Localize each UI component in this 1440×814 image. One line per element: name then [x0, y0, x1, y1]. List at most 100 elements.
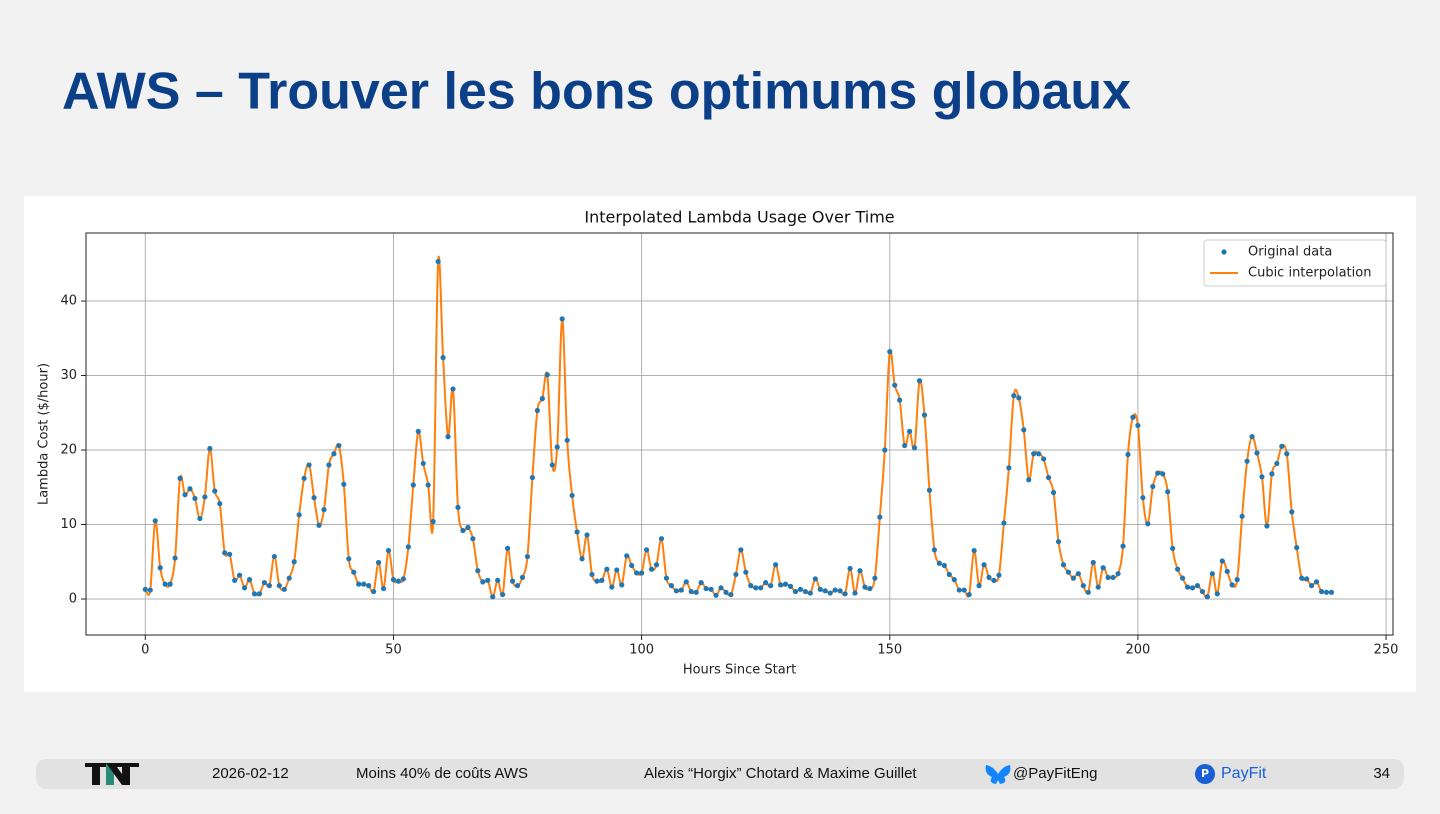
legend-box: [1203, 239, 1387, 287]
data-point: [723, 589, 729, 595]
data-point: [907, 428, 913, 434]
data-point: [1313, 579, 1320, 585]
y-tick-label: 20: [60, 443, 77, 458]
data-point: [787, 583, 794, 589]
data-point: [509, 578, 516, 584]
data-point: [336, 442, 342, 449]
data-point: [1304, 576, 1310, 582]
data-point: [1016, 395, 1022, 401]
data-point: [1264, 523, 1270, 529]
data-point: [569, 492, 575, 499]
data-point: [792, 588, 799, 595]
data-point: [668, 583, 674, 589]
data-point: [1254, 450, 1260, 456]
data-point: [1045, 474, 1052, 481]
data-point: [296, 512, 302, 518]
data-point: [966, 591, 972, 598]
data-point: [564, 437, 570, 443]
data-point: [1244, 458, 1250, 464]
data-point: [331, 451, 337, 457]
data-point: [1165, 489, 1171, 495]
data-point: [217, 501, 223, 507]
data-point: [490, 594, 496, 600]
payfit-icon-glyph: P: [1201, 767, 1209, 780]
footer-handle: @PayFitEng: [1013, 765, 1097, 782]
data-point: [996, 572, 1002, 578]
footer-bar: [36, 759, 1404, 789]
data-point: [256, 591, 263, 597]
data-point: [440, 355, 446, 361]
data-point: [519, 574, 526, 581]
data-point: [351, 569, 357, 575]
data-point: [857, 568, 863, 574]
data-point: [738, 547, 744, 553]
data-point: [1031, 451, 1037, 457]
data-point: [1145, 521, 1151, 527]
data-point: [237, 572, 243, 578]
data-point: [862, 584, 868, 590]
data-point: [1279, 443, 1285, 449]
data-point: [758, 585, 764, 591]
data-point: [916, 378, 923, 384]
data-point: [658, 536, 665, 542]
data-point: [162, 581, 168, 587]
data-point: [1006, 465, 1012, 471]
data-point: [956, 587, 962, 593]
data-point: [1090, 559, 1096, 566]
data-point: [1224, 568, 1230, 575]
plot-frame: [85, 232, 1394, 636]
data-point: [961, 587, 967, 593]
data-point: [867, 585, 873, 592]
data-point: [589, 571, 595, 578]
x-tick-label: 0: [141, 643, 149, 658]
data-point: [1150, 483, 1156, 490]
logo: [85, 763, 139, 785]
chart: Interpolated Lambda Usage Over Time 0 50 10…: [37, 208, 1399, 678]
data-point: [1026, 477, 1032, 483]
data-point: [1323, 589, 1330, 595]
data-point: [728, 591, 734, 598]
data-point: [733, 571, 739, 578]
data-point: [316, 522, 322, 528]
data-point: [1041, 456, 1047, 462]
data-point: [1249, 434, 1255, 440]
data-point: [1284, 451, 1290, 457]
data-point: [832, 587, 838, 593]
data-point: [812, 576, 818, 582]
data-point: [708, 586, 714, 592]
data-point: [877, 514, 883, 520]
data-point: [837, 588, 843, 594]
data-point: [1095, 584, 1101, 590]
data-point: [827, 590, 833, 596]
data-point: [1011, 393, 1017, 399]
data-point: [390, 577, 397, 583]
data-point: [207, 445, 213, 452]
data-point: [951, 577, 957, 583]
data-point: [653, 562, 660, 568]
footer-date: 2026-02-12: [212, 765, 289, 782]
y-tick-label: 30: [60, 368, 77, 383]
data-point: [311, 495, 317, 501]
legend-label: Original data: [1248, 245, 1332, 260]
data-point: [986, 574, 992, 581]
data-point: [584, 532, 590, 538]
data-point: [445, 434, 451, 440]
data-point: [286, 575, 292, 581]
data-point: [435, 258, 441, 265]
data-point: [371, 588, 377, 595]
data-point: [971, 547, 977, 554]
data-point: [400, 576, 406, 582]
data-point: [405, 544, 411, 550]
data-point: [594, 578, 600, 584]
data-point: [624, 553, 630, 559]
data-point: [797, 586, 804, 592]
footer-brand: PayFit: [1221, 765, 1267, 782]
data-point: [882, 447, 888, 453]
data-point: [366, 583, 372, 589]
x-tick-label: 100: [629, 643, 654, 658]
slide-title: AWS – Trouver les bons optimums globaux: [62, 63, 1131, 121]
data-point: [485, 577, 491, 583]
data-point: [251, 591, 258, 597]
data-point: [609, 584, 615, 590]
